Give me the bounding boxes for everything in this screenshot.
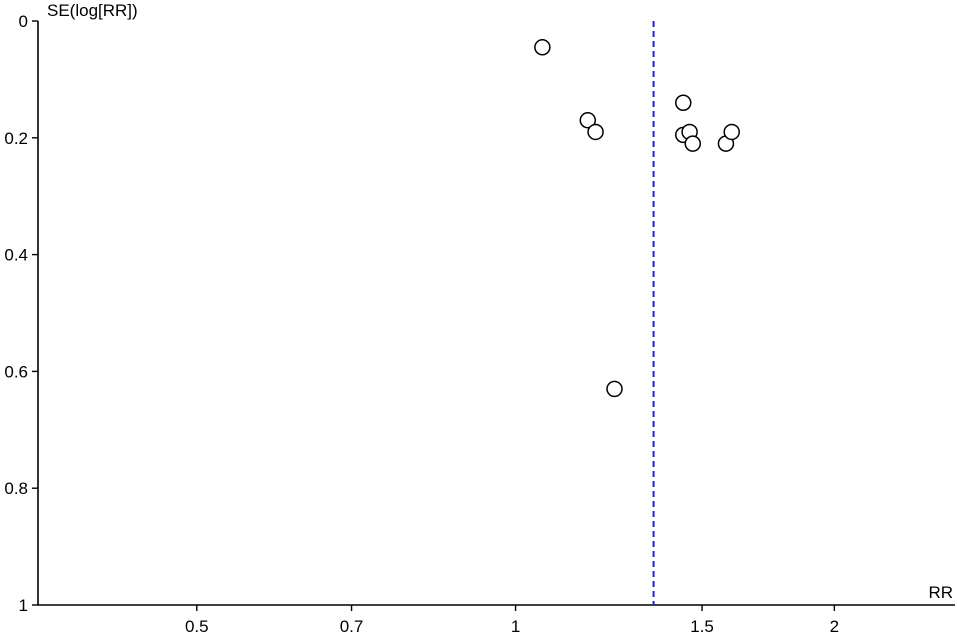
x-tick-label: 0.7 <box>340 617 364 636</box>
y-tick-label: 0.6 <box>4 362 28 381</box>
study-point <box>675 94 692 112</box>
y-axis-title: SE(log[RR]) <box>47 1 138 20</box>
study-point <box>579 112 597 129</box>
x-tick-label: 1 <box>511 617 520 636</box>
study-point <box>684 135 702 152</box>
x-tick-label: 2 <box>830 617 839 636</box>
study-point <box>534 39 551 56</box>
study-point <box>587 123 604 141</box>
y-ticks: 0 0.2 0.4 0.6 0.8 1 <box>4 12 38 615</box>
y-tick-label: 0.2 <box>4 129 28 148</box>
y-tick-label: 1 <box>19 596 28 615</box>
study-point <box>606 380 623 398</box>
x-tick-label: 1.5 <box>690 617 714 636</box>
y-tick-label: 0 <box>19 12 28 31</box>
y-tick-label: 0.8 <box>4 479 28 498</box>
x-ticks: 0.5 0.7 1 1.5 2 <box>185 605 839 636</box>
x-tick-label: 0.5 <box>185 617 209 636</box>
y-tick-label: 0.4 <box>4 246 28 265</box>
study-point <box>723 123 740 141</box>
study-points <box>534 39 740 398</box>
x-axis-title: RR <box>928 583 953 602</box>
